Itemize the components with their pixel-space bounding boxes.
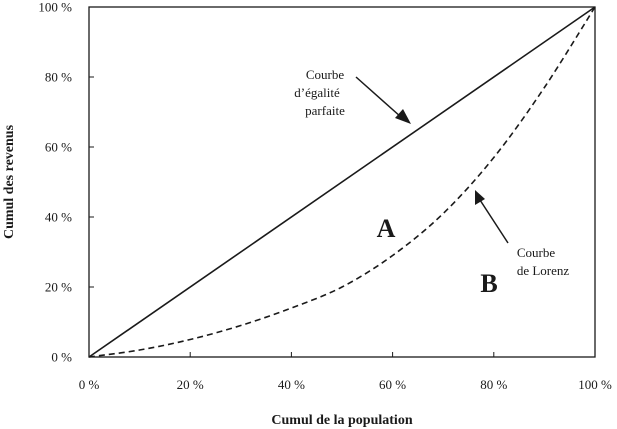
series-layer [88, 6, 596, 358]
annotation-lorenz: Courbe de Lorenz [517, 245, 570, 278]
annotation-egalite-arrow [355, 76, 402, 118]
annotation-lorenz-arrow [479, 199, 509, 244]
y-tick-label: 60 % [45, 140, 72, 155]
annotation-lorenz-line2: de Lorenz [517, 263, 570, 278]
lorenz-curve [88, 6, 596, 358]
x-tick-label: 20 % [177, 377, 204, 392]
axis-ticks: 0 % 20 % 40 % 60 % 80 % 100 % 0 % 20 % 40 % 60 % 8… [38, 0, 612, 392]
y-tick-label: 100 % [38, 0, 72, 15]
region-label-a: A [377, 214, 396, 243]
y-tick-label: 20 % [45, 280, 72, 295]
equality-line [88, 6, 596, 358]
annotation-lorenz-arrowhead [475, 190, 485, 205]
annotation-egalite-line1: Courbe [306, 67, 345, 82]
x-axis-title: Cumul de la population [271, 413, 412, 428]
annotation-egalite: Courbe d’égalité parfaite [294, 67, 345, 118]
annotation-egalite-line3: parfaite [305, 103, 345, 118]
x-tick-label: 80 % [480, 377, 507, 392]
annotation-egalite-arrowhead [395, 109, 411, 124]
plot-frame [88, 6, 596, 358]
x-tick-label: 100 % [578, 377, 612, 392]
region-label-b: B [480, 269, 497, 298]
y-tick-label: 80 % [45, 70, 72, 85]
x-tick-label: 40 % [278, 377, 305, 392]
y-tick-label: 0 % [51, 350, 72, 365]
x-tick-label: 60 % [379, 377, 406, 392]
annotation-egalite-line2: d’égalité [294, 85, 340, 100]
x-tick-label: 0 % [79, 377, 100, 392]
y-axis-title: Cumul des revenus [2, 124, 17, 239]
y-tick-label: 40 % [45, 210, 72, 225]
annotation-lorenz-line1: Courbe [517, 245, 556, 260]
